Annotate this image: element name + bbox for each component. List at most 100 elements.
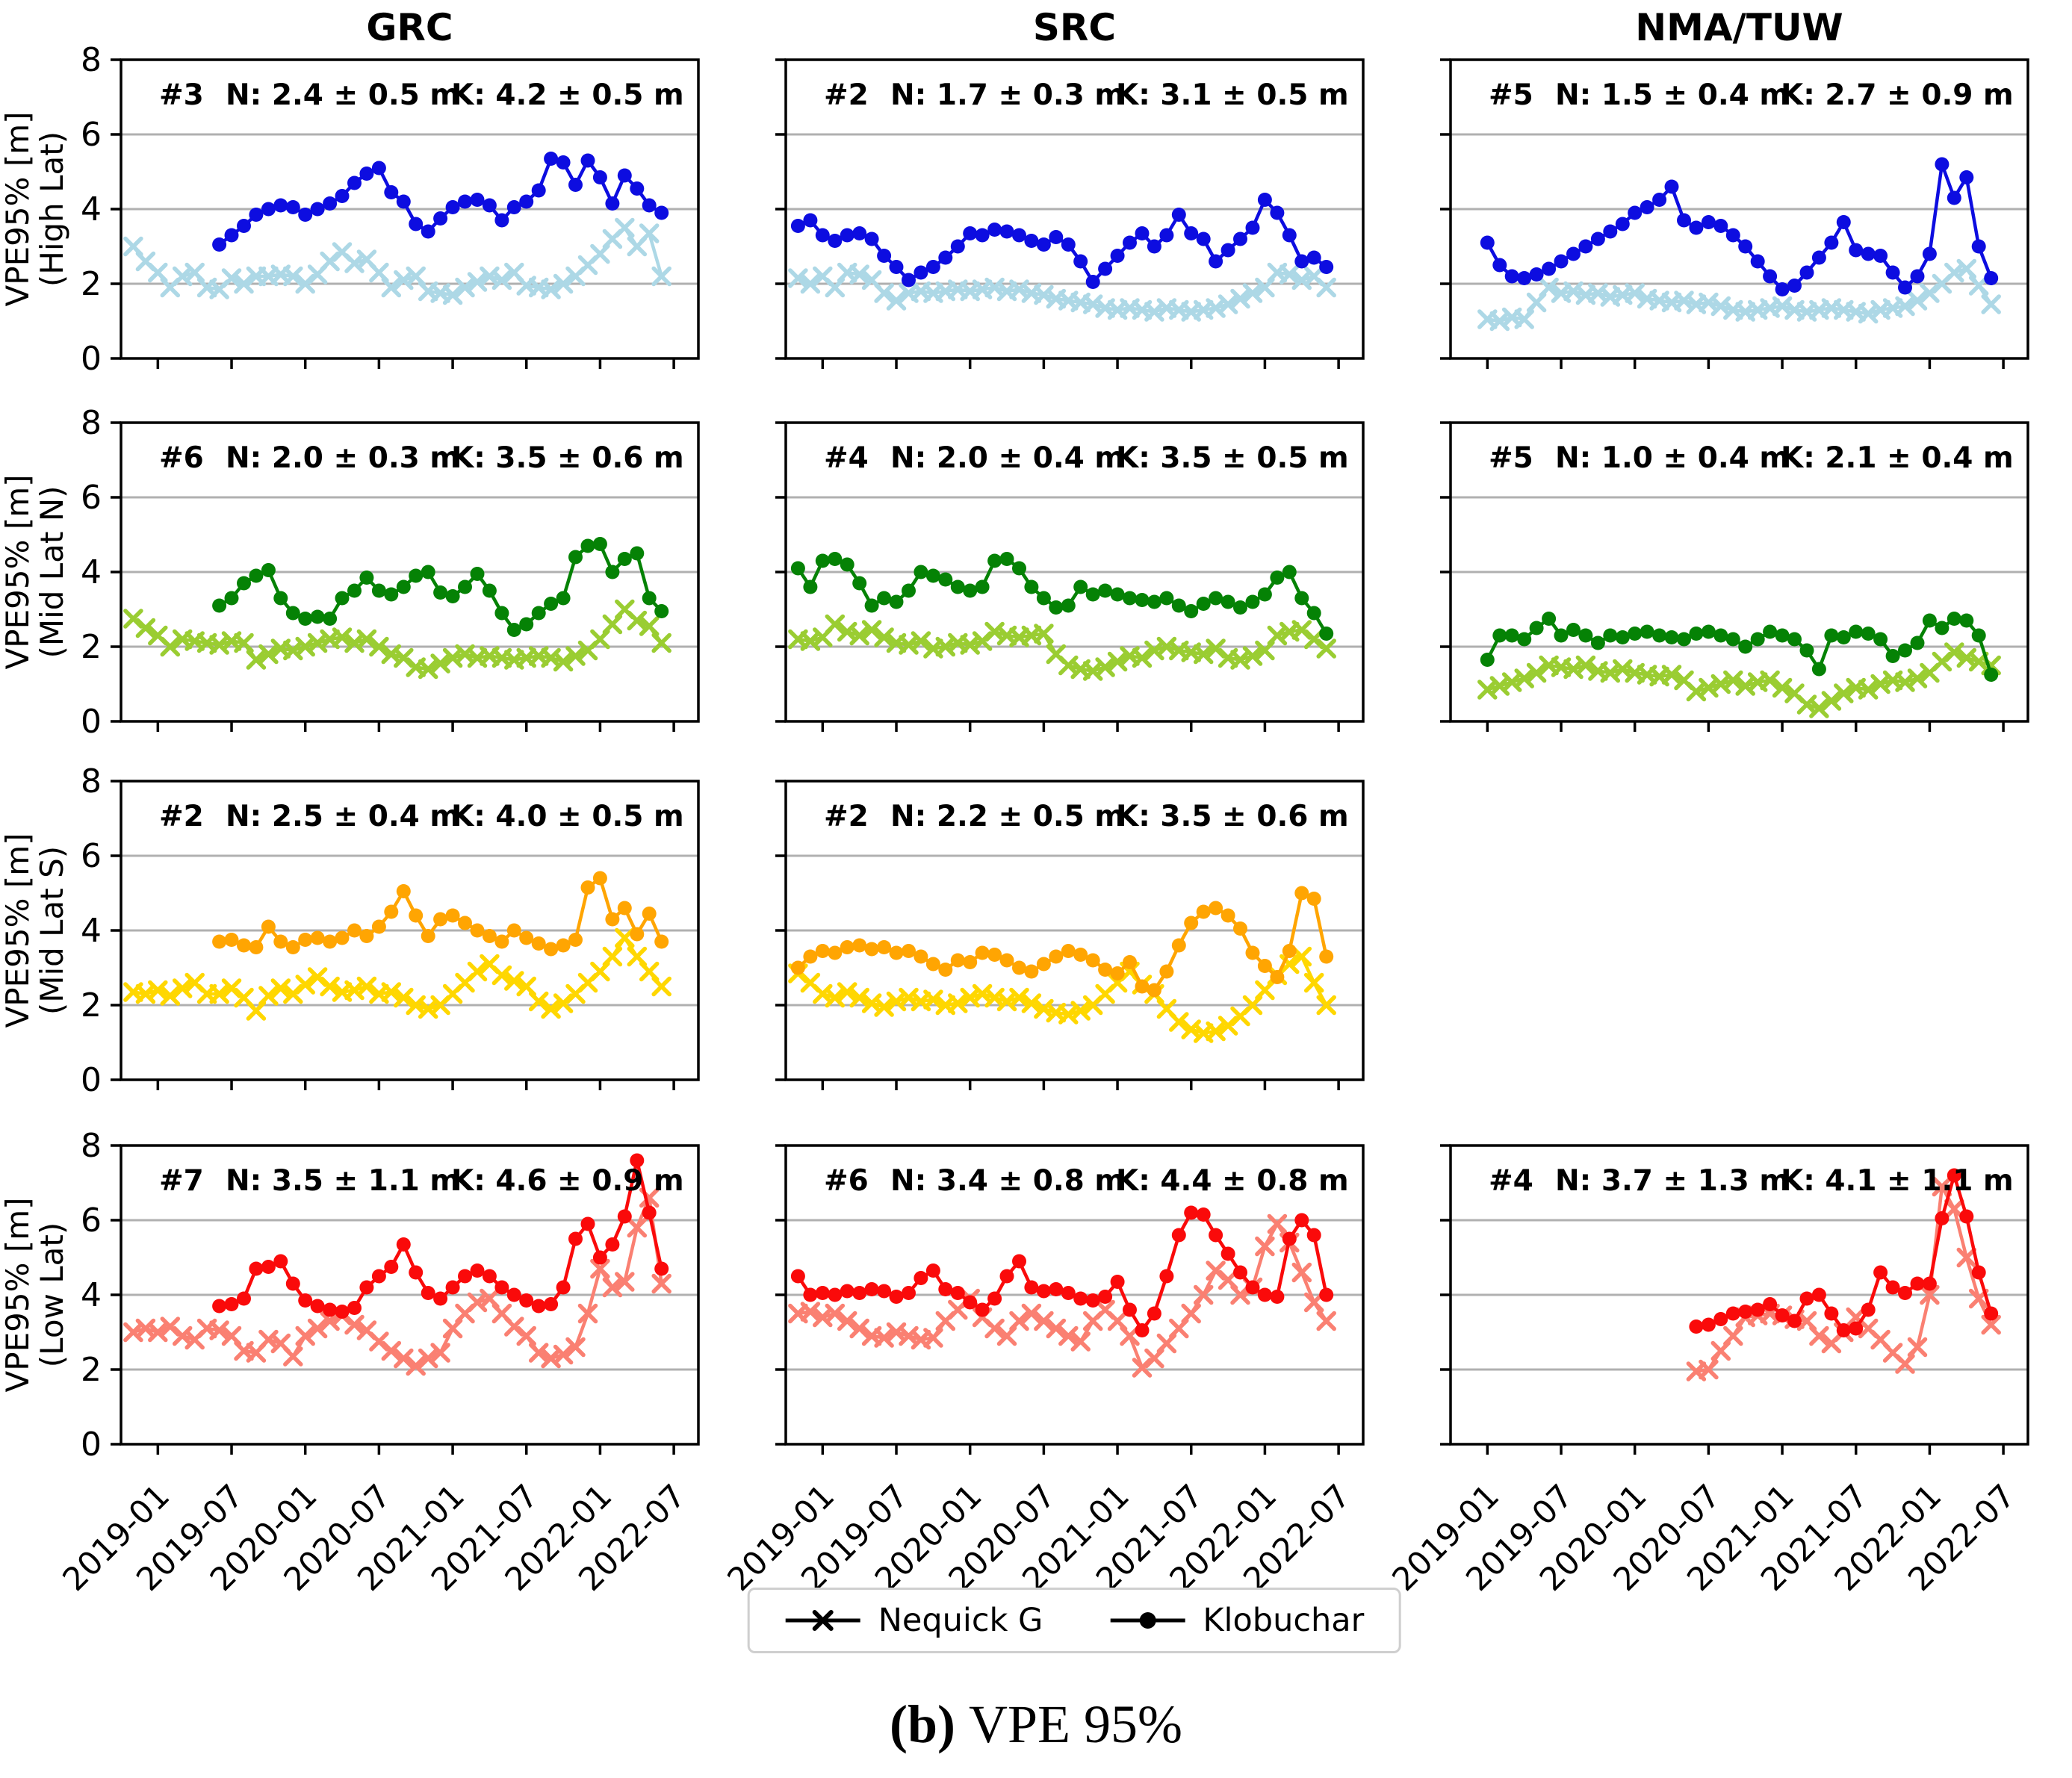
data-point-circle	[445, 1280, 460, 1295]
data-point-circle	[1590, 231, 1605, 246]
data-point-circle	[1763, 1297, 1778, 1311]
data-point-circle	[1480, 235, 1495, 250]
y-axis-label-line2: (High Lat)	[34, 131, 70, 287]
data-point-x	[160, 636, 181, 657]
data-point-circle	[470, 567, 485, 581]
data-point-circle	[963, 1295, 978, 1310]
data-point-x	[1046, 1318, 1067, 1339]
data-point-circle	[1849, 243, 1864, 258]
data-point-x	[1723, 1325, 1743, 1346]
data-point-circle	[1073, 1291, 1088, 1306]
data-point-circle	[323, 1302, 338, 1317]
data-point-circle	[987, 1291, 1002, 1306]
data-point-circle	[1725, 632, 1740, 647]
data-point-circle	[580, 153, 595, 168]
data-point-circle	[261, 1260, 276, 1274]
annotation-station-count: #5	[1489, 441, 1533, 475]
data-point-circle	[580, 538, 595, 553]
data-point-circle	[371, 583, 386, 598]
data-point-x	[1956, 1247, 1977, 1268]
data-point-circle	[384, 904, 399, 919]
annotation-nequick-stat: N: 2.0 ± 0.4 m	[890, 441, 1125, 475]
data-point-circle	[568, 1231, 583, 1246]
data-point-circle	[1135, 593, 1150, 607]
data-point-circle	[371, 161, 386, 175]
data-point-circle	[544, 942, 559, 957]
data-point-circle	[1085, 587, 1100, 602]
data-point-circle	[1147, 983, 1161, 998]
data-point-circle	[1171, 598, 1186, 613]
data-point-x	[1316, 1311, 1336, 1331]
data-point-circle	[1012, 561, 1026, 576]
data-point-x	[874, 997, 894, 1017]
data-point-circle	[519, 1293, 534, 1308]
data-point-circle	[1504, 628, 1519, 643]
data-point-circle	[864, 231, 879, 246]
data-point-x	[1944, 642, 1964, 662]
data-point-x	[283, 1346, 303, 1367]
data-point-circle	[1196, 597, 1211, 611]
data-point-circle	[556, 938, 571, 953]
data-point-circle	[1603, 224, 1618, 239]
data-point-circle	[1282, 228, 1297, 243]
data-point-circle	[815, 1286, 830, 1300]
data-point-x	[800, 273, 821, 294]
data-point-circle	[384, 1260, 399, 1274]
data-point-circle	[1517, 271, 1532, 285]
data-point-circle	[642, 1205, 657, 1220]
data-point-circle	[285, 940, 300, 954]
data-point-x	[430, 1343, 450, 1363]
data-point-circle	[1233, 1265, 1247, 1280]
data-point-circle	[482, 583, 497, 598]
data-point-circle	[1073, 948, 1088, 962]
data-point-circle	[1947, 1168, 1961, 1183]
data-point-circle	[1517, 632, 1532, 647]
data-point-circle	[224, 1297, 239, 1311]
data-point-circle	[482, 1269, 497, 1284]
data-point-x	[651, 632, 671, 653]
data-point-circle	[1910, 635, 1925, 650]
data-point-circle	[298, 208, 313, 222]
series-klobuchar	[212, 152, 669, 252]
data-point-circle	[224, 933, 239, 947]
data-point-circle	[654, 934, 669, 949]
data-point-circle	[1750, 1302, 1765, 1317]
data-point-circle	[1196, 231, 1211, 246]
data-point-x	[332, 627, 353, 647]
data-point-circle	[1480, 653, 1495, 667]
data-point-circle	[1836, 630, 1851, 644]
data-point-circle	[249, 1261, 264, 1276]
data-point-x	[602, 1277, 623, 1298]
data-point-x	[491, 270, 512, 290]
data-point-x	[1303, 629, 1324, 650]
data-point-x	[1218, 294, 1238, 314]
series-nequick-g	[123, 1187, 671, 1376]
data-point-x	[160, 986, 181, 1006]
data-point-circle	[950, 1286, 965, 1300]
data-point-circle	[1959, 170, 1974, 184]
data-point-circle	[925, 957, 940, 972]
data-point-circle	[1270, 571, 1285, 585]
series-nequick-g	[1477, 258, 2001, 332]
data-point-x	[1291, 946, 1312, 967]
data-point-circle	[815, 553, 830, 568]
data-point-x	[651, 1273, 671, 1294]
data-point-circle	[1012, 960, 1026, 975]
data-point-circle	[1209, 254, 1223, 269]
data-point-circle	[1652, 193, 1667, 207]
y-tick-label: 6	[81, 1202, 102, 1240]
data-point-circle	[592, 537, 607, 551]
data-point-x	[615, 217, 635, 238]
data-point-circle	[630, 546, 645, 561]
data-point-circle	[433, 1291, 448, 1306]
data-point-circle	[925, 568, 940, 583]
y-tick-label: 2	[81, 265, 102, 303]
data-point-circle	[864, 1282, 879, 1296]
y-tick-label: 0	[81, 703, 102, 741]
data-point-circle	[1873, 249, 1888, 263]
data-point-circle	[1110, 966, 1125, 980]
data-point-x	[1316, 995, 1336, 1016]
chart-title: GRC	[366, 6, 453, 49]
data-point-circle	[1738, 239, 1753, 254]
